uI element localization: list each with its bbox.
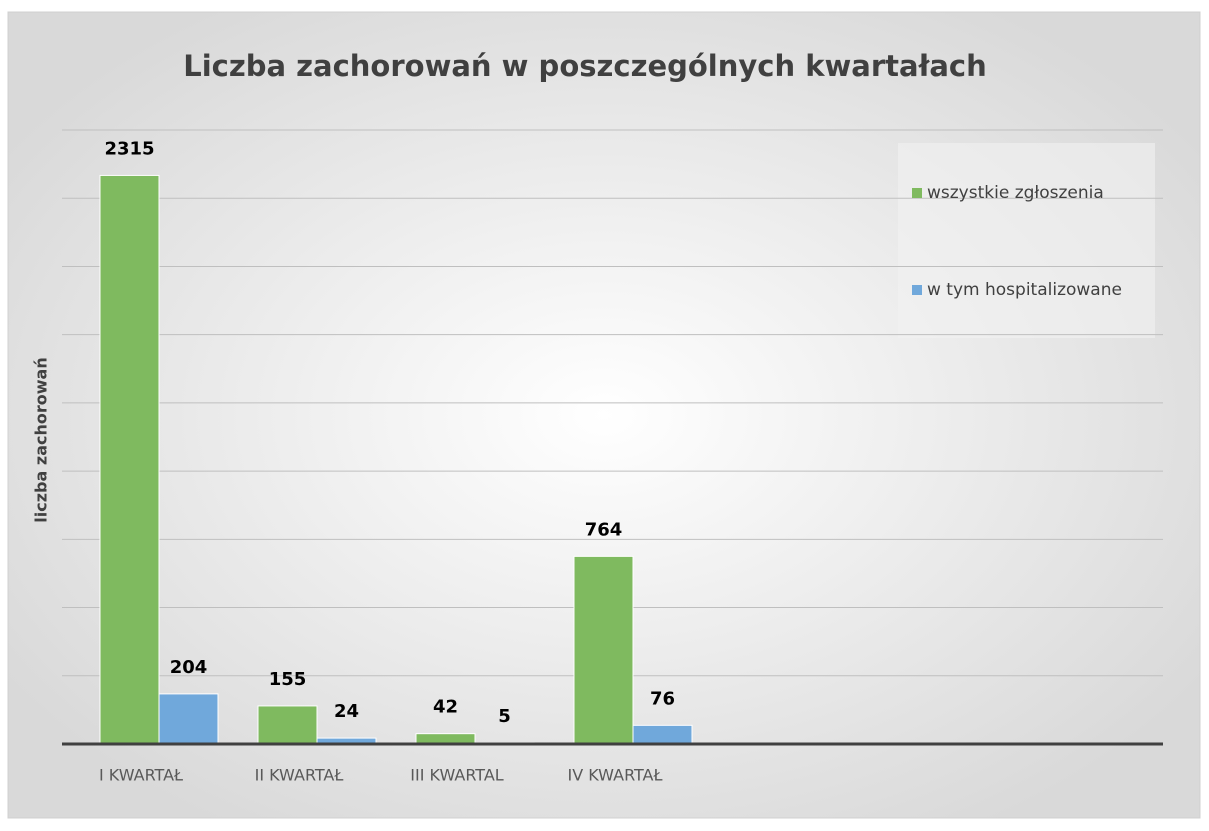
bar bbox=[573, 555, 634, 745]
x-tick-label: IV KWARTAŁ bbox=[568, 766, 663, 785]
data-label: 764 bbox=[585, 519, 623, 540]
bar bbox=[257, 705, 318, 745]
legend-box bbox=[898, 143, 1155, 338]
x-tick-label: II KWARTAŁ bbox=[255, 766, 344, 785]
legend-label: wszystkie zgłoszenia bbox=[927, 183, 1104, 203]
data-label: 42 bbox=[433, 697, 458, 718]
data-label: 76 bbox=[650, 688, 675, 709]
legend-label: w tym hospitalizowane bbox=[927, 280, 1122, 300]
data-label: 24 bbox=[334, 701, 359, 722]
legend-swatch bbox=[912, 188, 922, 198]
data-label: 204 bbox=[170, 657, 208, 678]
bar bbox=[99, 174, 160, 745]
x-tick-label: III KWARTAL bbox=[410, 766, 503, 785]
y-axis-label: liczba zachorowań bbox=[32, 357, 51, 522]
data-label: 5 bbox=[498, 706, 511, 727]
bar bbox=[415, 733, 476, 745]
x-tick-label: I KWARTAŁ bbox=[99, 766, 183, 785]
bar bbox=[158, 693, 219, 745]
legend-swatch bbox=[912, 285, 922, 295]
chart-title: Liczba zachorowań w poszczególnych kwart… bbox=[183, 49, 987, 83]
data-label: 155 bbox=[269, 669, 307, 690]
data-label: 2315 bbox=[104, 138, 154, 159]
bar bbox=[632, 724, 693, 745]
